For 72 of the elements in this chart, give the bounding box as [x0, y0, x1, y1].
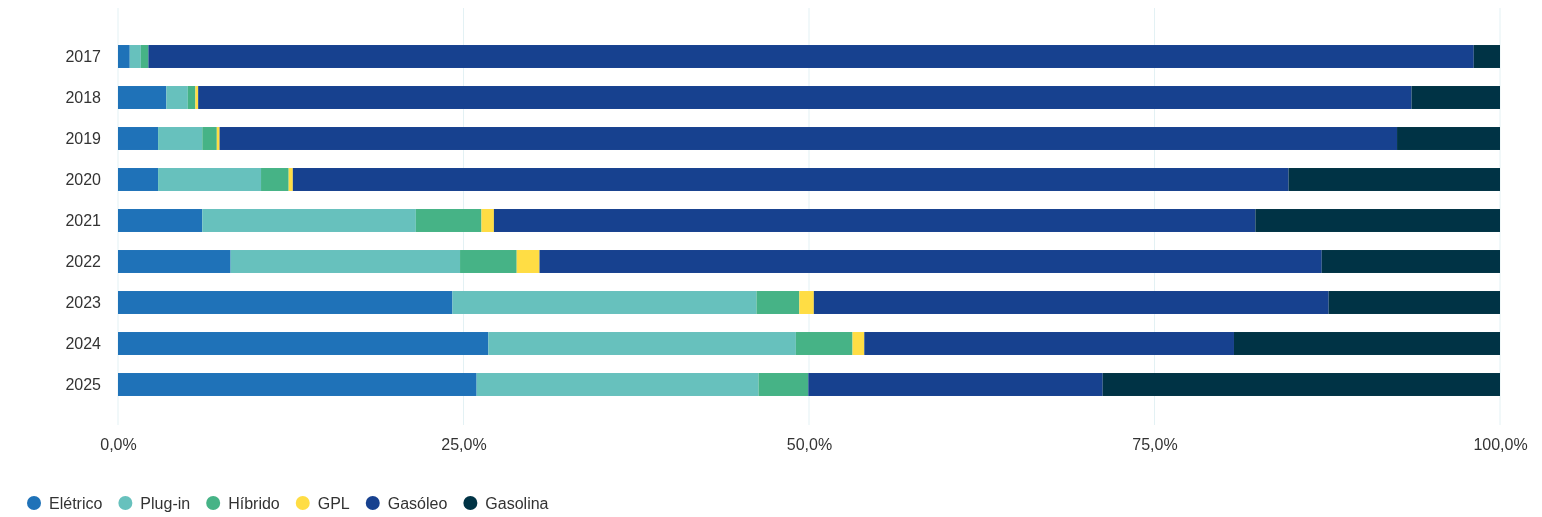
bar — [118, 291, 453, 314]
bar — [158, 127, 203, 150]
bar — [202, 127, 217, 150]
bar — [140, 45, 149, 68]
bar — [799, 291, 814, 314]
y-tick-label: 2020 — [65, 170, 102, 188]
y-tick-label: 2025 — [65, 375, 102, 393]
bar — [1328, 291, 1500, 314]
legend-label: Elétrico — [49, 494, 103, 512]
bar — [230, 250, 461, 273]
y-tick-label: 2019 — [65, 129, 102, 147]
bar — [292, 168, 1289, 191]
legend-label: GPL — [317, 494, 350, 512]
bar — [216, 127, 220, 150]
y-tick-label: 2018 — [65, 88, 102, 106]
y-tick-label: 2022 — [65, 252, 102, 270]
bar — [852, 332, 865, 355]
bar — [1397, 127, 1500, 150]
bar — [118, 332, 489, 355]
bar — [148, 45, 1474, 68]
y-tick-label: 2021 — [65, 211, 102, 229]
bar — [198, 86, 1412, 109]
bar — [1233, 332, 1500, 355]
bar — [1321, 250, 1500, 273]
bar — [219, 127, 1398, 150]
bar — [158, 168, 262, 191]
y-tick-label: 2023 — [65, 293, 102, 311]
x-tick-label: 0,0% — [100, 435, 137, 453]
bar — [118, 86, 167, 109]
bar — [1288, 168, 1500, 191]
bar — [481, 209, 494, 232]
y-tick-label: 2017 — [65, 47, 102, 65]
x-tick-label: 25,0% — [441, 435, 487, 453]
bar — [795, 332, 853, 355]
bar — [1255, 209, 1500, 232]
bar — [118, 250, 231, 273]
bar — [118, 209, 203, 232]
legend-label: Gasóleo — [387, 494, 448, 512]
bar — [415, 209, 482, 232]
x-tick-label: 75,0% — [1132, 435, 1178, 453]
legend-label: Híbrido — [228, 494, 280, 512]
legend-label: Plug-in — [140, 494, 191, 512]
bar — [129, 45, 141, 68]
bar — [261, 168, 289, 191]
bar — [1102, 373, 1501, 396]
bar — [476, 373, 759, 396]
bar — [118, 127, 159, 150]
bar — [756, 291, 800, 314]
bar — [488, 332, 796, 355]
legend-label: Gasolina — [485, 494, 549, 512]
bar — [202, 209, 416, 232]
bar — [166, 86, 188, 109]
bar — [493, 209, 1256, 232]
bar — [813, 291, 1329, 314]
bar — [808, 373, 1103, 396]
bar — [460, 250, 517, 273]
bar — [1411, 86, 1500, 109]
bar — [288, 168, 293, 191]
bar — [187, 86, 196, 109]
bar — [118, 168, 159, 191]
bar — [1473, 45, 1500, 68]
bar — [195, 86, 199, 109]
bar — [118, 373, 477, 396]
bar — [118, 45, 130, 68]
bar — [539, 250, 1322, 273]
bar — [758, 373, 809, 396]
bar — [516, 250, 540, 273]
x-tick-label: 100,0% — [1473, 435, 1528, 453]
x-tick-label: 50,0% — [786, 435, 833, 453]
bar — [452, 291, 757, 314]
bar — [864, 332, 1234, 355]
y-tick-label: 2024 — [65, 334, 102, 352]
